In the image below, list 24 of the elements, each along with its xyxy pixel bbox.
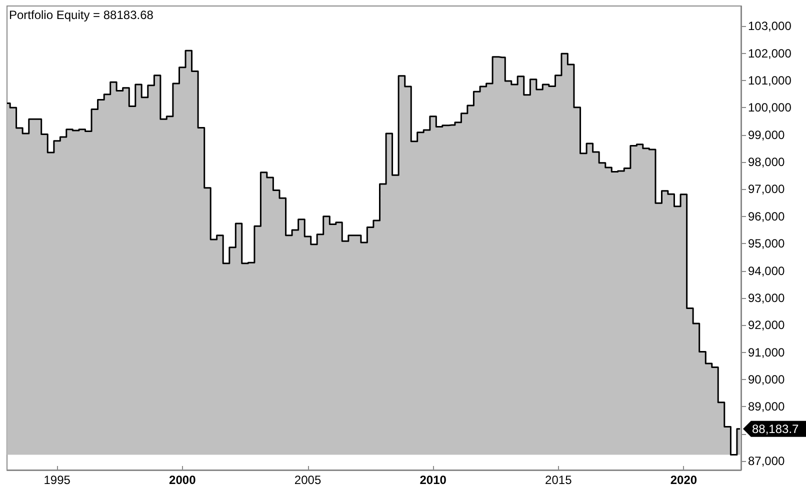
annotation: 88,183.7 bbox=[752, 422, 800, 436]
y-tick-label: 100,000 bbox=[748, 100, 792, 115]
x-tick-label: 1995 bbox=[44, 473, 71, 487]
y-tick-label: 97,000 bbox=[748, 182, 786, 196]
x-tick-label: 2000 bbox=[169, 473, 196, 487]
chart-title: Portfolio Equity = 88183.68 bbox=[9, 8, 154, 22]
y-tick-label: 89,000 bbox=[748, 400, 786, 414]
x-tick-label: 2015 bbox=[545, 473, 572, 487]
x-tick-label: 2010 bbox=[420, 473, 447, 487]
y-tick-label: 99,000 bbox=[748, 128, 786, 142]
y-tick-label: 87,000 bbox=[748, 454, 786, 468]
y-tick-label: 91,000 bbox=[748, 345, 786, 360]
y-tick-label: 103,000 bbox=[748, 19, 792, 34]
x-tick-label: 2005 bbox=[294, 473, 322, 487]
y-tick-label: 98,000 bbox=[748, 155, 786, 170]
y-tick-label: 90,000 bbox=[748, 372, 786, 386]
y-tick-label: 96,000 bbox=[748, 209, 786, 224]
y-tick-label: 95,000 bbox=[748, 236, 786, 251]
y-tick-label: 92,000 bbox=[748, 318, 786, 332]
y-tick-label: 101,000 bbox=[748, 73, 792, 88]
y-tick-label: 93,000 bbox=[748, 290, 786, 305]
x-tick-label: 2020 bbox=[670, 473, 698, 487]
y-tick-label: 94,000 bbox=[748, 264, 786, 278]
y-tick-label: 102,000 bbox=[748, 46, 792, 60]
